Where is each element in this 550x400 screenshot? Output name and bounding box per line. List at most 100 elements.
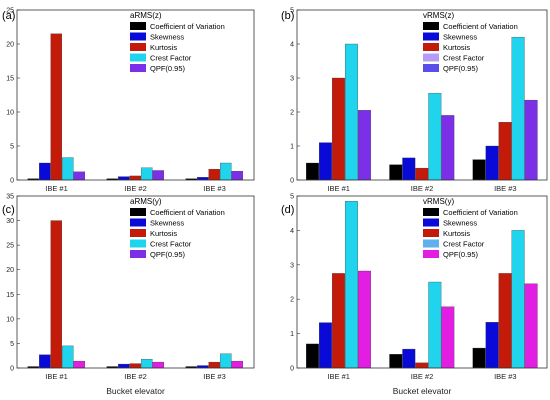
- y-tick-label: 0: [10, 366, 14, 373]
- legend-entry: QPF(0.95): [150, 64, 186, 73]
- bar-kurtosis-ibe3: [208, 361, 221, 369]
- bar-crest-factor-ibe2: [428, 93, 442, 181]
- bar-kurtosis-ibe3: [208, 168, 221, 181]
- plot-frame: [296, 195, 548, 369]
- bar-qpf-0-95--ibe1: [358, 270, 371, 369]
- y-tick-label: 35: [6, 194, 14, 201]
- bar-kurtosis-ibe2: [129, 175, 142, 181]
- bar-crest-factor-ibe2: [141, 167, 153, 181]
- y-tick-label: 10: [6, 110, 14, 117]
- bar-coefficient-of-variation-ibe3: [472, 159, 486, 181]
- y-tick-label: 4: [290, 228, 294, 235]
- bar-crest-factor-ibe1: [345, 43, 358, 181]
- y-tick-label: 1: [290, 144, 294, 151]
- legend-entry: QPF(0.95): [443, 64, 479, 73]
- bar-skewness-ibe3: [485, 322, 499, 369]
- legend-entry: Skewness: [443, 33, 477, 42]
- legend-entry: Coefficient of Variation: [150, 22, 225, 31]
- panel-label: (b): [281, 10, 294, 22]
- legend-swatch: [423, 53, 439, 62]
- y-tick-label: 2: [290, 110, 294, 117]
- y-tick-label: 2: [290, 297, 294, 304]
- bar-qpf-0-95--ibe1: [73, 360, 86, 369]
- legend-swatch: [130, 22, 146, 30]
- legend-entry: Crest Factor: [443, 54, 485, 63]
- legend-entry: Coefficient of Variation: [443, 208, 518, 217]
- y-tick-label: 15: [6, 292, 14, 299]
- bar-skewness-ibe1: [319, 322, 332, 369]
- panel-c: (c) 0 5 10 15 20 25 30 35 IBE #1 IBE #2 IBE #3 aRMS(…: [2, 194, 255, 381]
- category-label: IBE #3: [203, 372, 226, 381]
- legend-swatch: [130, 239, 146, 248]
- legend-entry: Coefficient of Variation: [443, 22, 518, 31]
- legend-entry: Kurtosis: [443, 43, 470, 52]
- bar-skewness-ibe1: [39, 354, 51, 369]
- legend-swatch: [423, 239, 439, 248]
- bar-qpf-0-95--ibe2: [441, 306, 455, 369]
- x-axis-label: Bucket elevator: [393, 386, 452, 396]
- y-tick-label: 10: [6, 316, 14, 323]
- category-label: IBE #3: [203, 184, 226, 193]
- plot-frame: [296, 9, 548, 181]
- category-label: IBE #2: [411, 372, 434, 381]
- bar-qpf-0-95--ibe1: [73, 171, 86, 181]
- legend-entry: Skewness: [443, 219, 477, 228]
- bar-kurtosis-ibe1: [332, 77, 345, 181]
- chart-title: aRMS(z): [130, 11, 162, 20]
- y-tick-label: 0: [290, 366, 294, 373]
- y-tick-label: 5: [290, 8, 294, 15]
- legend-entry: Kurtosis: [150, 43, 177, 52]
- bar-crest-factor-ibe3: [220, 353, 232, 369]
- legend-swatch: [130, 64, 146, 72]
- bar-qpf-0-95--ibe3: [231, 360, 244, 369]
- legend-entry: Kurtosis: [150, 229, 177, 238]
- panel-label: (a): [2, 10, 15, 22]
- legend-swatch: [423, 208, 439, 216]
- legend-swatch: [423, 229, 439, 237]
- bar-skewness-ibe3: [197, 177, 209, 181]
- bar-kurtosis-ibe1: [332, 273, 345, 369]
- bar-kurtosis-ibe1: [50, 220, 63, 369]
- y-tick-label: 3: [290, 76, 294, 83]
- bar-crest-factor-ibe1: [345, 201, 358, 369]
- legend-swatch: [130, 43, 146, 51]
- bar-coefficient-of-variation-ibe3: [472, 347, 486, 369]
- y-tick-label: 5: [10, 341, 14, 348]
- category-label: IBE #1: [45, 184, 68, 193]
- bar-crest-factor-ibe1: [62, 157, 74, 181]
- y-tick-label: 3: [290, 262, 294, 269]
- y-tick-label: 5: [290, 194, 294, 201]
- category-label: IBE #2: [411, 184, 434, 193]
- legend-entry: Crest Factor: [150, 240, 192, 249]
- y-tick-label: 1: [290, 331, 294, 338]
- y-tick-label: 4: [290, 42, 294, 49]
- bar-crest-factor-ibe1: [62, 345, 74, 369]
- legend-swatch: [130, 229, 146, 237]
- legend-entry: QPF(0.95): [443, 250, 479, 259]
- bar-skewness-ibe2: [402, 157, 416, 181]
- bar-qpf-0-95--ibe2: [152, 361, 165, 369]
- bar-skewness-ibe2: [402, 348, 416, 369]
- y-tick-label: 20: [6, 42, 14, 49]
- bar-skewness-ibe1: [319, 142, 332, 181]
- bar-skewness-ibe2: [118, 176, 130, 181]
- legend-swatch: [423, 64, 439, 72]
- bar-crest-factor-ibe3: [220, 162, 232, 181]
- category-label: IBE #1: [45, 372, 68, 381]
- legend-swatch: [130, 53, 146, 62]
- legend-entry: Skewness: [150, 33, 184, 42]
- bar-crest-factor-ibe3: [511, 37, 525, 181]
- panel-label: (d): [281, 204, 294, 216]
- legend-entry: Crest Factor: [443, 240, 485, 249]
- bar-skewness-ibe1: [39, 162, 51, 181]
- category-label: IBE #2: [124, 184, 147, 193]
- bar-crest-factor-ibe2: [428, 281, 442, 369]
- bar-qpf-0-95--ibe3: [231, 171, 244, 181]
- legend-entry: Kurtosis: [443, 229, 470, 238]
- bar-qpf-0-95--ibe1: [358, 110, 371, 181]
- bar-crest-factor-ibe3: [511, 230, 525, 369]
- bar-kurtosis-ibe3: [498, 273, 512, 369]
- chart-title: vRMS(y): [423, 197, 454, 206]
- legend-swatch: [423, 22, 439, 30]
